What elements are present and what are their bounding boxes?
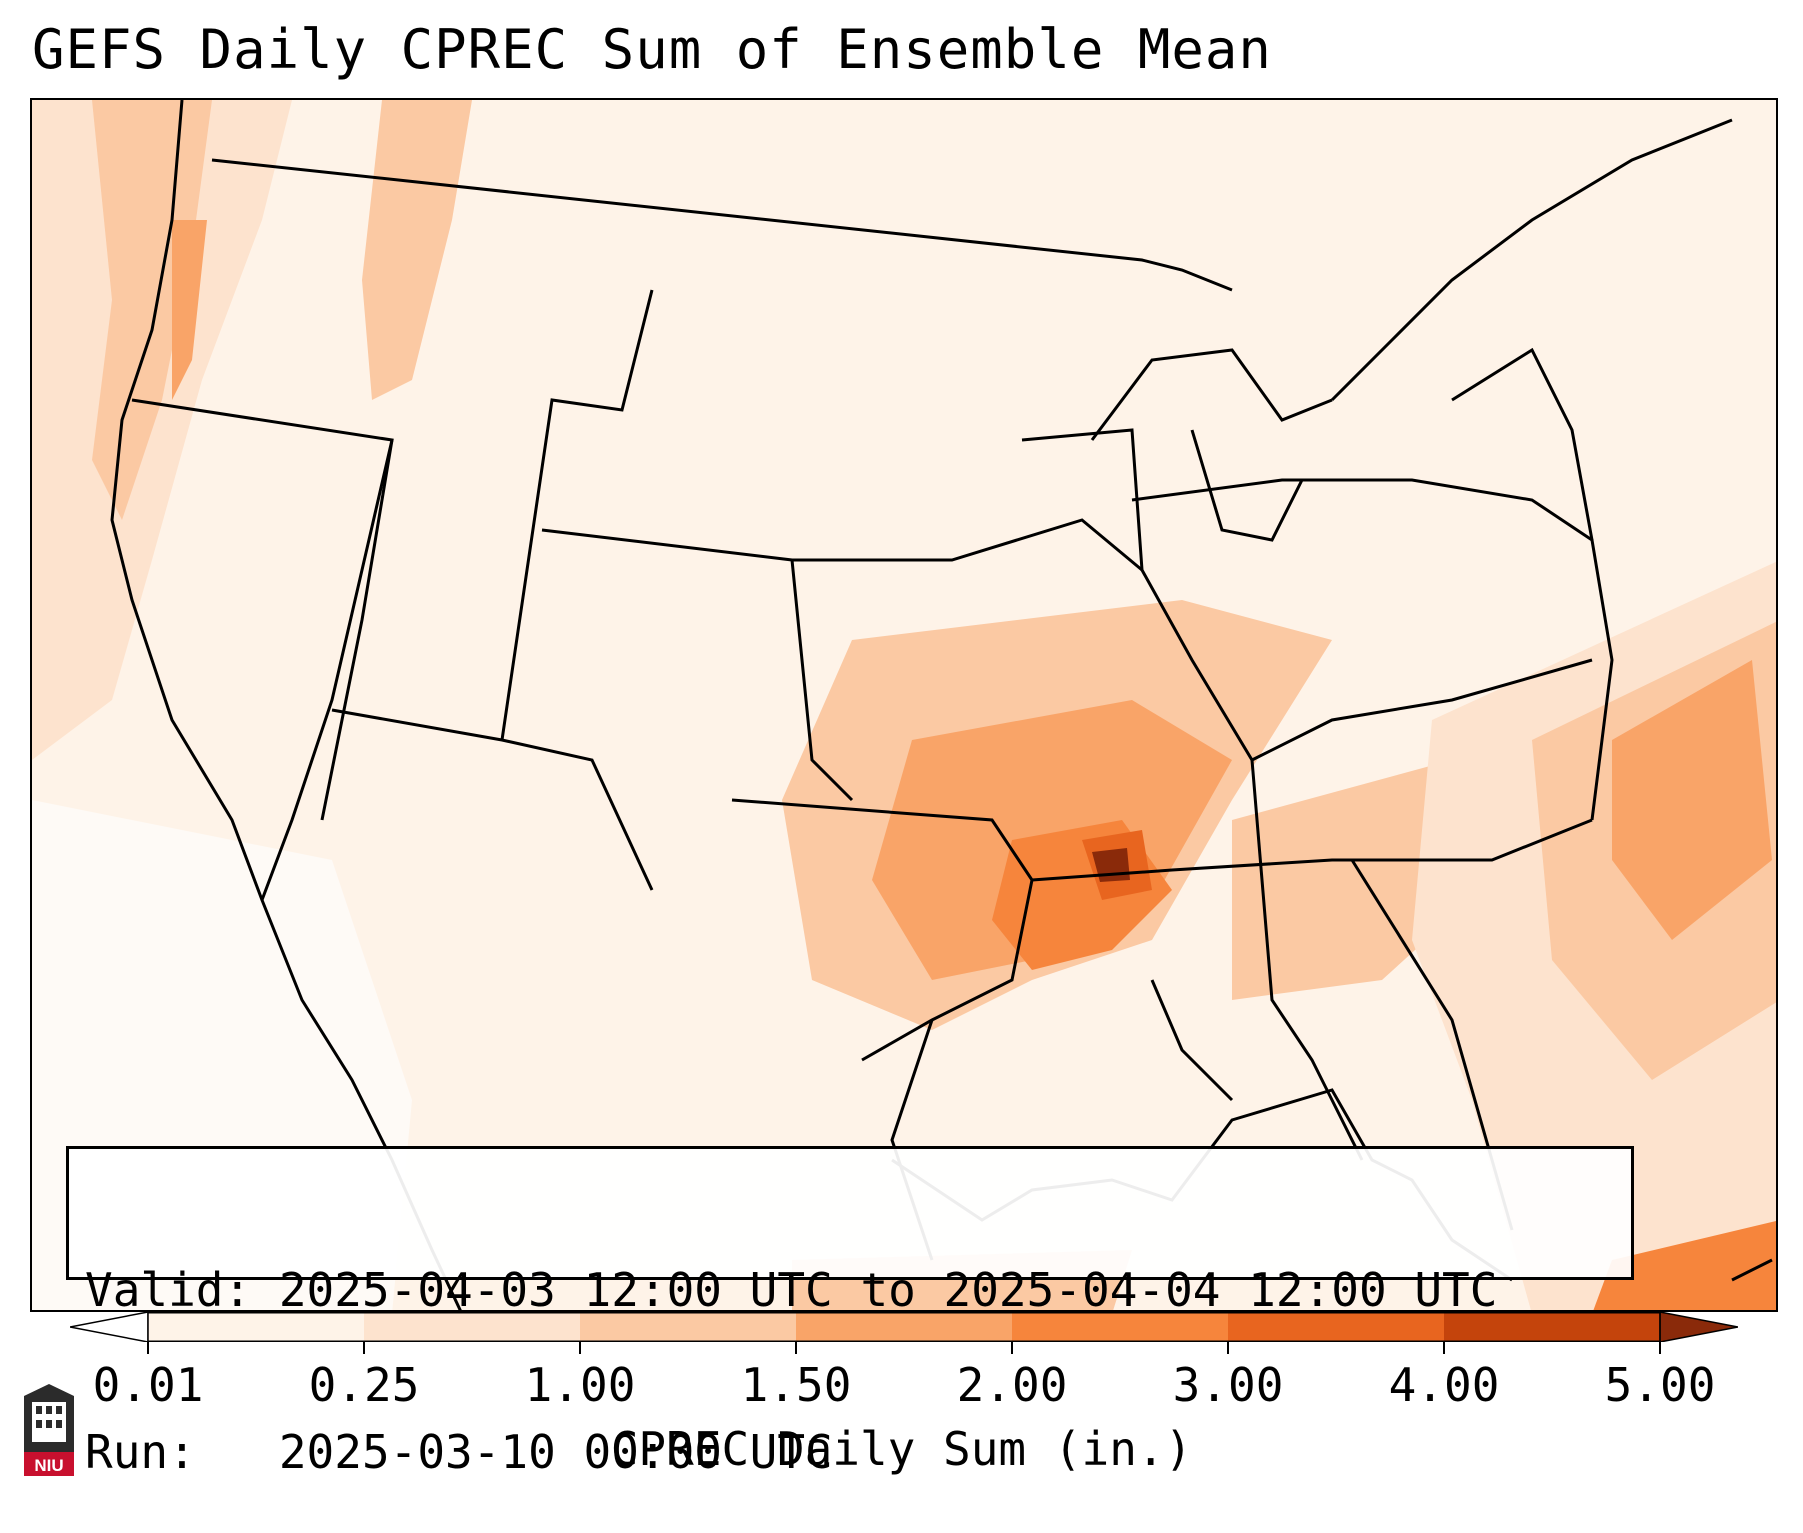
colorbar-tick-label: 0.25 <box>308 1358 420 1412</box>
colorbar-outline <box>147 1312 1661 1342</box>
colorbar-tick-mark <box>147 1342 149 1354</box>
colorbar-tick-label: 2.00 <box>956 1358 1068 1412</box>
colorbar-extend-high <box>1659 1312 1738 1342</box>
colorbar-tick-label: 3.00 <box>1172 1358 1284 1412</box>
colorbar-tick-mark <box>579 1342 581 1354</box>
colorbar-tick-label: 1.00 <box>524 1358 636 1412</box>
state-boundaries <box>110 100 1773 1310</box>
colorbar-extend-low <box>70 1312 149 1342</box>
colorbar-segment <box>1228 1312 1445 1342</box>
colorbar-segment <box>580 1312 797 1342</box>
valid-time-text: Valid: 2025-04-03 12:00 UTC to 2025-04-0… <box>85 1263 1498 1317</box>
colorbar-segment <box>796 1312 1013 1342</box>
niu-logo: NIU <box>24 1384 74 1476</box>
colorbar-segment <box>1444 1312 1661 1342</box>
colorbar-tick-label: 4.00 <box>1388 1358 1500 1412</box>
colorbar-tick-label: 5.00 <box>1604 1358 1716 1412</box>
colorbar-tick-mark <box>1227 1342 1229 1354</box>
precipitation-map <box>30 98 1778 1312</box>
colorbar-segment <box>148 1312 365 1342</box>
colorbar-tick-label: 1.50 <box>740 1358 852 1412</box>
colorbar <box>70 1312 1738 1342</box>
svg-text:NIU: NIU <box>34 1456 63 1475</box>
precip-field <box>32 100 1776 1310</box>
colorbar-tick-mark <box>1659 1342 1661 1354</box>
colorbar-tick-mark <box>795 1342 797 1354</box>
colorbar-label: CPREC Daily Sum (in.) <box>610 1422 1193 1476</box>
colorbar-segment <box>364 1312 581 1342</box>
colorbar-tick-mark <box>363 1342 365 1354</box>
map-title: GEFS Daily CPREC Sum of Ensemble Mean <box>32 18 1272 81</box>
colorbar-segment <box>1012 1312 1229 1342</box>
colorbar-tick-mark <box>1011 1342 1013 1354</box>
colorbar-tick-mark <box>1443 1342 1445 1354</box>
valid-run-info-box: Valid: 2025-04-03 12:00 UTC to 2025-04-0… <box>66 1146 1634 1479</box>
colorbar-tick-label: 0.01 <box>92 1358 204 1412</box>
map-canvas <box>32 100 1776 1310</box>
run-time-text: Run: 2025-03-10 00:00 UTC <box>85 1425 833 1479</box>
